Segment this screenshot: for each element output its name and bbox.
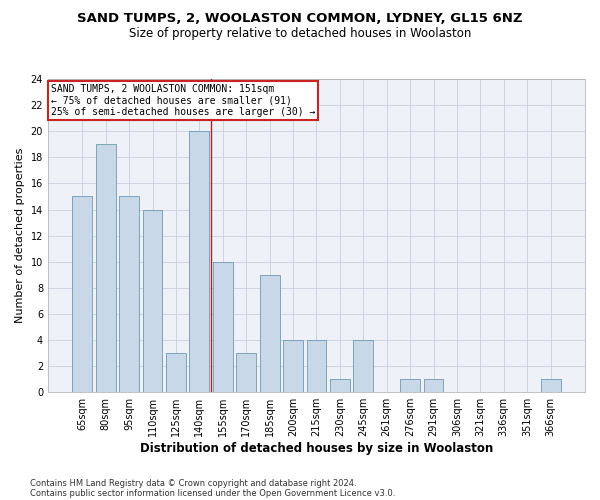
Bar xyxy=(307,340,326,392)
Text: Contains public sector information licensed under the Open Government Licence v3: Contains public sector information licen… xyxy=(30,489,395,498)
Text: SAND TUMPS, 2 WOOLASTON COMMON: 151sqm
← 75% of detached houses are smaller (91): SAND TUMPS, 2 WOOLASTON COMMON: 151sqm ←… xyxy=(50,84,315,117)
Bar xyxy=(424,379,443,392)
Text: Size of property relative to detached houses in Woolaston: Size of property relative to detached ho… xyxy=(129,28,471,40)
Bar xyxy=(119,196,139,392)
Bar xyxy=(96,144,116,392)
Bar xyxy=(330,379,350,392)
Text: SAND TUMPS, 2, WOOLASTON COMMON, LYDNEY, GL15 6NZ: SAND TUMPS, 2, WOOLASTON COMMON, LYDNEY,… xyxy=(77,12,523,26)
Text: Contains HM Land Registry data © Crown copyright and database right 2024.: Contains HM Land Registry data © Crown c… xyxy=(30,479,356,488)
Bar xyxy=(283,340,303,392)
Bar xyxy=(541,379,560,392)
Bar xyxy=(353,340,373,392)
Bar xyxy=(236,353,256,392)
Bar xyxy=(260,275,280,392)
Bar xyxy=(73,196,92,392)
Bar xyxy=(143,210,163,392)
Bar xyxy=(400,379,420,392)
Y-axis label: Number of detached properties: Number of detached properties xyxy=(15,148,25,324)
Bar xyxy=(190,131,209,392)
Bar xyxy=(213,262,233,392)
Bar xyxy=(166,353,186,392)
X-axis label: Distribution of detached houses by size in Woolaston: Distribution of detached houses by size … xyxy=(140,442,493,455)
